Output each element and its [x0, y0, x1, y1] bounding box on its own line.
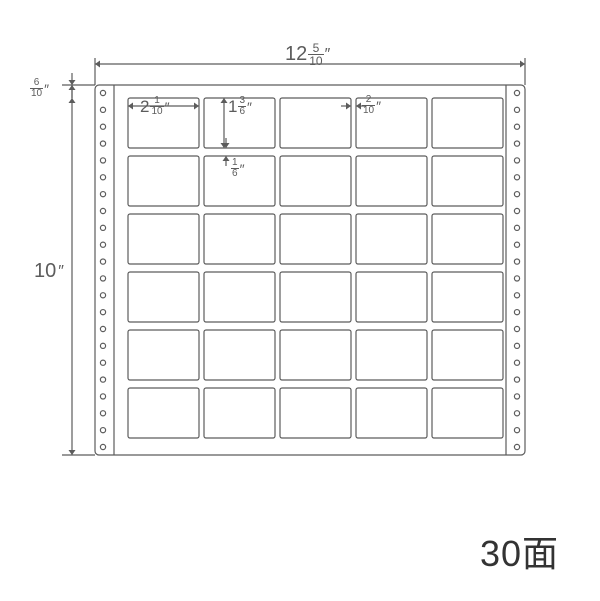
double-prime: ″: [247, 99, 252, 115]
dim-label-height: 1 3 6 ″: [228, 96, 252, 117]
dim-overall-height: 10 ″: [34, 260, 64, 283]
double-prime: ″: [44, 81, 49, 97]
dim-overall-width: 12 5 10 ″: [285, 42, 330, 67]
double-prime: ″: [325, 46, 331, 64]
double-prime: ″: [58, 263, 64, 281]
dim-row-gap: 1 6 ″: [231, 158, 245, 179]
dim-label-width: 2 1 10 ″: [140, 96, 170, 117]
double-prime: ″: [240, 161, 245, 177]
dim-top-margin: 6 10 ″: [30, 78, 49, 99]
dim-col-gap: 2 10 ″: [362, 95, 381, 116]
dim-overall-width-whole: 12: [285, 43, 307, 66]
double-prime: ″: [376, 98, 381, 114]
face-count-caption: 30面: [480, 525, 559, 577]
dim-overall-width-frac: 5 10: [308, 42, 323, 67]
diagram-svg: [0, 0, 600, 601]
double-prime: ″: [165, 99, 170, 115]
